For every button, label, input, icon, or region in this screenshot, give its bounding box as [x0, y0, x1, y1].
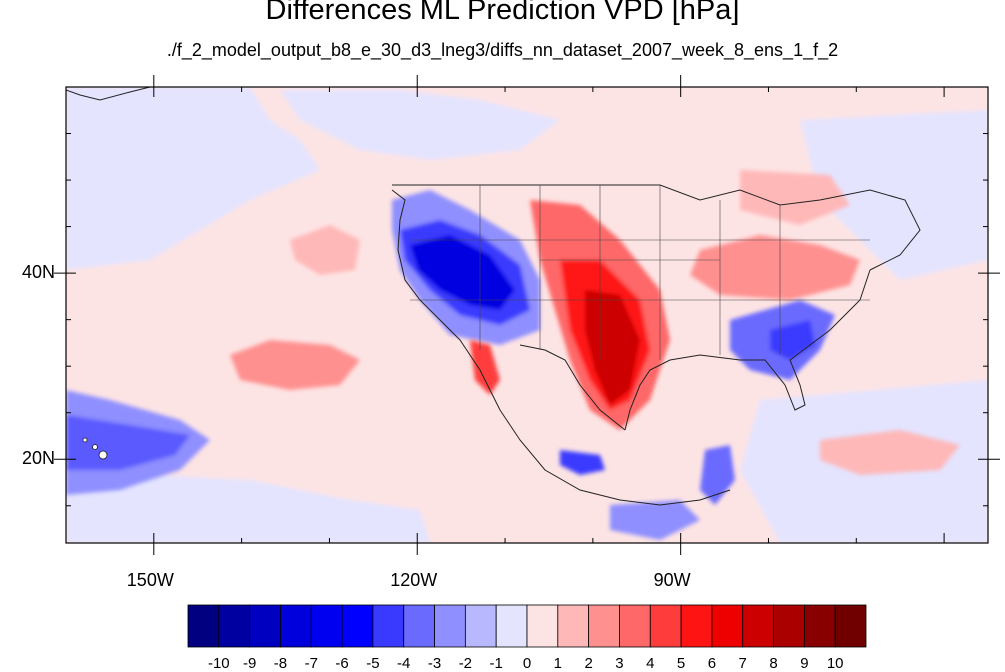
colorbar-swatch — [588, 604, 620, 648]
colorbar-swatch — [649, 604, 682, 648]
atlantic-red-patch — [820, 430, 960, 475]
mexico-negative-patch — [560, 450, 605, 475]
plains-positive-core — [585, 290, 640, 405]
gulf-negative-patch — [700, 445, 735, 505]
colorbar-tick-label: -7 — [304, 655, 318, 672]
colorbar-tick-label: -5 — [366, 655, 380, 672]
state-borders — [410, 185, 870, 360]
colorbar-tick-label: 2 — [584, 655, 593, 672]
map-subtitle: ./f_2_model_output_b8_e_30_d3_lneg3/diff… — [166, 40, 839, 60]
colorbar-tick-label: 8 — [769, 655, 778, 672]
colorbar-tick-label: -1 — [489, 655, 503, 672]
colorbar-tick-label: 10 — [826, 655, 844, 672]
colorbar-swatch — [557, 604, 590, 648]
lat-tick-label: 40N — [22, 262, 56, 283]
ohio-valley-red — [690, 235, 860, 300]
lon-tick-label: 90W — [653, 570, 691, 590]
lat-tick-label: 20N — [22, 448, 56, 469]
colorbar-swatch — [773, 604, 805, 648]
colorbar-tick-label: 5 — [676, 655, 686, 672]
colorbar-tick-label: 4 — [646, 655, 655, 672]
us-west-coast — [391, 189, 501, 411]
colorbar-swatch — [187, 604, 220, 648]
central-america-negative — [610, 500, 700, 540]
colorbar-tick-label: -10 — [207, 655, 230, 672]
colorbar-swatch — [280, 604, 312, 648]
axis-ticks — [54, 75, 1000, 555]
colorbar-tick-label: -3 — [427, 655, 442, 672]
hawaii-islands — [82, 437, 108, 460]
south-pacific-light-blue — [66, 470, 430, 543]
colorbar-tick-label: 6 — [707, 655, 717, 672]
pacific-red-band — [230, 340, 360, 390]
colorbar-swatch — [310, 604, 343, 648]
colorbar-swatch — [341, 604, 374, 648]
us-east-gulf-coast — [624, 269, 871, 431]
colorbar-swatch — [680, 604, 713, 648]
colorbar-swatch — [742, 604, 774, 648]
colorbar-tick-label: -2 — [458, 655, 473, 672]
colorbar-tick-label: -4 — [397, 655, 411, 672]
lon-tick-label: 150W — [126, 570, 174, 590]
map-frame — [65, 86, 989, 544]
baja-positive — [470, 340, 500, 395]
us-mexico-border — [519, 344, 626, 431]
colorbar-swatch — [619, 604, 651, 648]
contour-field — [66, 87, 988, 543]
colorbar-swatch — [526, 604, 559, 648]
mexico-coast — [499, 409, 731, 506]
colorbar-swatch — [403, 604, 435, 648]
colorbar-tick-label: -8 — [273, 655, 288, 672]
colorbar-swatch — [434, 604, 466, 648]
colorbar-swatch — [372, 604, 405, 648]
north-pacific-light-blue — [66, 87, 320, 270]
colorbar-tick-label: -6 — [335, 655, 349, 672]
pacific-red-patch — [290, 225, 360, 275]
colorbar-swatch — [834, 604, 867, 648]
colorbar-swatch — [249, 604, 281, 648]
atlantic-light-blue — [800, 110, 988, 280]
hawaii-negative-core — [66, 415, 190, 470]
colorbar-tick-label: 1 — [553, 655, 562, 672]
colorbar-tick-label: 0 — [522, 655, 532, 672]
colorbar-swatch — [803, 604, 836, 648]
colorbar-swatch — [218, 604, 251, 648]
colorbar-tick-label: -9 — [242, 655, 257, 672]
gulf-alaska-light-blue — [280, 90, 560, 160]
colorbar-tick-label: 7 — [738, 655, 747, 672]
great-lakes-red — [740, 170, 850, 225]
alaska-coast — [66, 87, 151, 101]
map-title: Differences ML Prediction VPD [hPa] — [265, 0, 740, 26]
colorbar — [187, 604, 867, 648]
colorbar-swatch — [464, 604, 497, 648]
colorbar-tick-label: 3 — [615, 655, 624, 672]
colorbar-swatch — [495, 604, 528, 648]
colorbar-tick-label: 9 — [800, 655, 809, 672]
west-negative-core — [410, 235, 515, 310]
us-canada-border — [392, 184, 921, 271]
colorbar-swatch — [711, 604, 744, 648]
lon-tick-label: 120W — [390, 570, 438, 590]
